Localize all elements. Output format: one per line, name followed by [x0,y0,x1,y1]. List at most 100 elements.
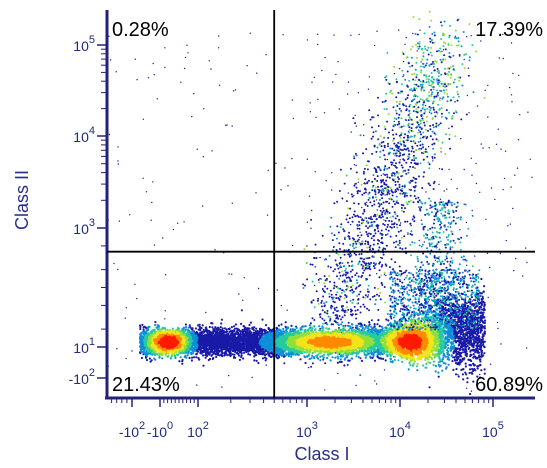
event-dot [325,301,328,304]
event-dot [468,23,471,25]
event-dot [368,232,370,235]
event-dot [411,123,414,126]
event-dot [320,301,323,304]
event-dot [500,343,502,345]
event-dot [371,180,374,183]
event-dot [445,88,448,91]
event-dot [430,95,433,98]
event-dot [436,208,439,211]
event-dot [439,227,442,230]
event-dot [427,91,430,94]
event-dot [372,262,375,265]
event-dot [423,89,426,92]
event-dot [344,324,347,327]
event-dot [218,84,221,87]
event-dot [362,212,365,215]
event-dot [471,265,474,268]
event-dot [410,230,413,233]
event-dot [319,277,321,280]
event-dot [439,209,442,212]
event-dot [409,103,412,106]
event-dot [349,289,352,292]
event-dot [407,155,410,158]
event-dot [441,260,444,263]
event-dot [383,181,386,184]
event-dot [447,235,450,238]
event-dot [266,214,269,216]
event-dot [405,109,408,112]
event-dot [389,91,392,94]
event-dot [363,258,365,261]
event-dot [442,361,445,364]
event-dot [180,81,182,83]
event-dot [380,216,382,219]
event-dot [391,147,394,150]
event-dot [317,278,320,281]
event-dot [382,190,385,192]
event-dot [310,365,313,368]
event-dot [444,210,447,213]
event-dot [449,83,452,85]
event-dot [381,248,384,251]
event-dot [177,222,179,224]
event-dot [401,51,404,54]
event-dot [228,273,230,275]
event-dot [349,243,352,246]
event-dot [352,213,355,216]
event-dot [425,191,427,193]
event-dot [292,117,294,120]
event-dot [352,242,355,245]
event-dot [383,273,386,276]
event-dot [435,95,438,98]
event-dot [502,57,504,60]
event-dot [426,58,429,61]
event-dot [422,131,425,134]
event-dot [422,103,425,106]
event-dot [332,296,335,299]
event-dot [453,112,455,115]
event-dot [412,99,414,102]
event-dot [375,262,378,265]
event-dot [332,246,335,248]
event-dot [454,290,457,293]
event-dot [370,319,373,322]
event-dot [401,185,404,188]
event-dot [457,267,460,270]
event-dot [408,281,411,284]
event-dot [411,45,414,48]
event-dot [414,162,417,165]
event-dot [445,266,448,269]
event-dot [404,43,406,46]
event-dot [497,128,499,130]
event-dot [437,103,440,106]
event-dot [353,157,356,160]
event-dot [412,185,415,188]
event-dot [442,231,445,233]
event-dot [445,228,448,231]
event-dot [398,107,401,110]
event-dot [364,267,367,270]
event-dot [407,171,410,174]
event-dot [360,183,363,186]
event-dot [359,290,362,293]
event-dot [439,298,441,301]
event-dot [422,252,425,255]
event-dot [413,93,416,96]
event-dot [202,364,205,367]
event-dot [444,48,447,51]
event-dot [397,147,400,150]
event-dot [455,209,458,212]
event-dot [380,145,383,148]
event-dot [397,230,400,233]
event-dot [426,247,429,250]
event-dot [360,263,363,266]
event-dot [431,282,434,285]
event-dot [368,265,371,268]
event-dot [438,168,441,170]
event-dot [418,148,420,151]
event-dot [412,32,414,35]
event-dot [400,125,403,128]
event-dot [324,279,327,282]
event-dot [461,278,464,281]
event-dot [397,244,400,247]
